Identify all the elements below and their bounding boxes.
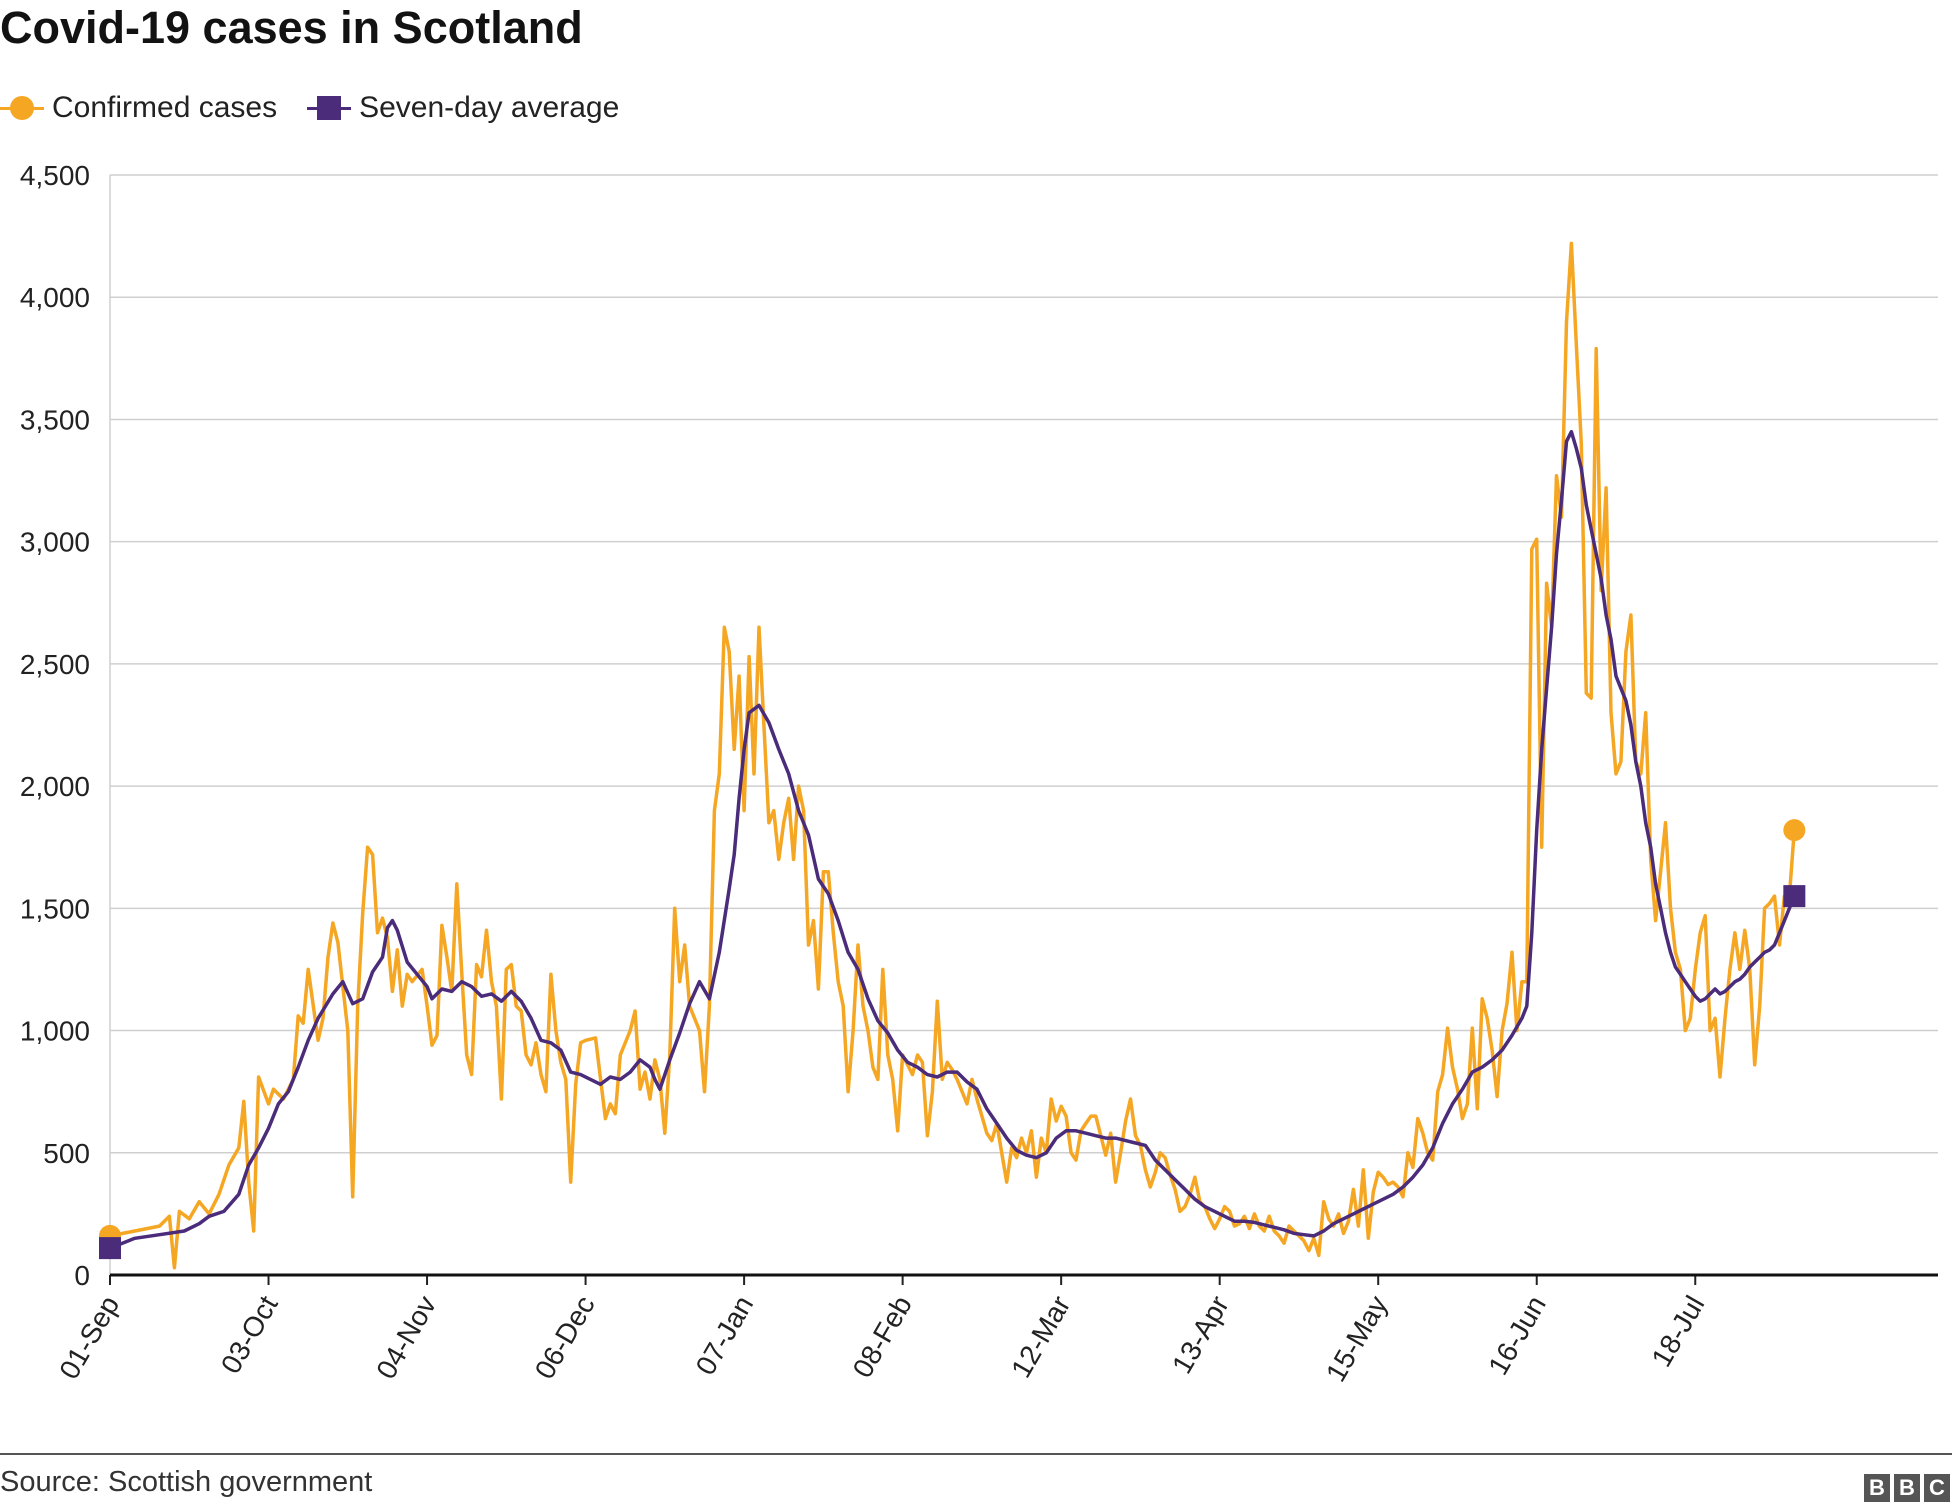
chart-title: Covid-19 cases in Scotland xyxy=(0,2,583,53)
x-tick-label: 15-May xyxy=(1320,1291,1394,1387)
x-tick-label: 18-Jul xyxy=(1645,1291,1710,1373)
y-tick-label: 500 xyxy=(43,1138,90,1169)
legend-label-seven-day-average: Seven-day average xyxy=(359,91,620,124)
source-note: Source: Scottish government xyxy=(0,1466,373,1498)
x-tick-label: 16-Jun xyxy=(1482,1291,1552,1381)
x-tick-label: 01-Sep xyxy=(53,1291,125,1385)
bbc-logo-letter: B xyxy=(1894,1474,1920,1502)
legend-label-confirmed-cases: Confirmed cases xyxy=(52,91,278,124)
x-tick-label: 08-Feb xyxy=(847,1291,918,1383)
series-line-seven-day-average xyxy=(108,429,1797,1250)
y-tick-label: 4,500 xyxy=(20,160,90,191)
y-tick-label: 3,000 xyxy=(20,527,90,558)
bbc-logo-letter: B xyxy=(1864,1474,1890,1502)
y-tick-label: 2,500 xyxy=(20,649,90,680)
x-tick-label: 07-Jan xyxy=(690,1291,760,1381)
y-tick-label: 4,000 xyxy=(20,282,90,313)
seven-day-average-start-marker xyxy=(99,1237,121,1260)
x-tick-label: 04-Nov xyxy=(370,1291,442,1385)
y-tick-label: 1,000 xyxy=(20,1016,90,1047)
x-tick-label: 13-Apr xyxy=(1166,1291,1235,1379)
x-tick-label: 03-Oct xyxy=(215,1290,284,1378)
legend-item-seven-day-average: Seven-day average xyxy=(307,88,619,128)
confirmed-cases-end-marker xyxy=(1783,819,1806,842)
y-tick-label: 1,500 xyxy=(20,893,90,924)
bbc-logo-letter: C xyxy=(1924,1474,1950,1502)
seven-day-average-end-marker xyxy=(1783,885,1806,908)
footer-divider xyxy=(0,1453,1952,1455)
line-chart: 0 500 1,000 1,500 2,000 2,500 3,000 3,500 4,000 4… xyxy=(20,160,1938,1387)
legend-swatch-confirmed-cases xyxy=(0,88,44,128)
x-tick-label: 06-Dec xyxy=(529,1291,601,1385)
legend-swatch-seven-day-average xyxy=(307,88,352,128)
y-tick-label: 3,500 xyxy=(20,404,90,435)
legend: Confirmed cases Seven-day average xyxy=(0,88,649,128)
x-tick-label: 12-Mar xyxy=(1005,1291,1076,1383)
y-tick-label: 0 xyxy=(74,1260,90,1291)
series-line-confirmed-cases xyxy=(108,241,1797,1270)
y-tick-label: 2,000 xyxy=(20,771,90,802)
legend-item-confirmed-cases: Confirmed cases xyxy=(0,88,277,128)
bbc-logo: B B C xyxy=(1860,1474,1950,1502)
